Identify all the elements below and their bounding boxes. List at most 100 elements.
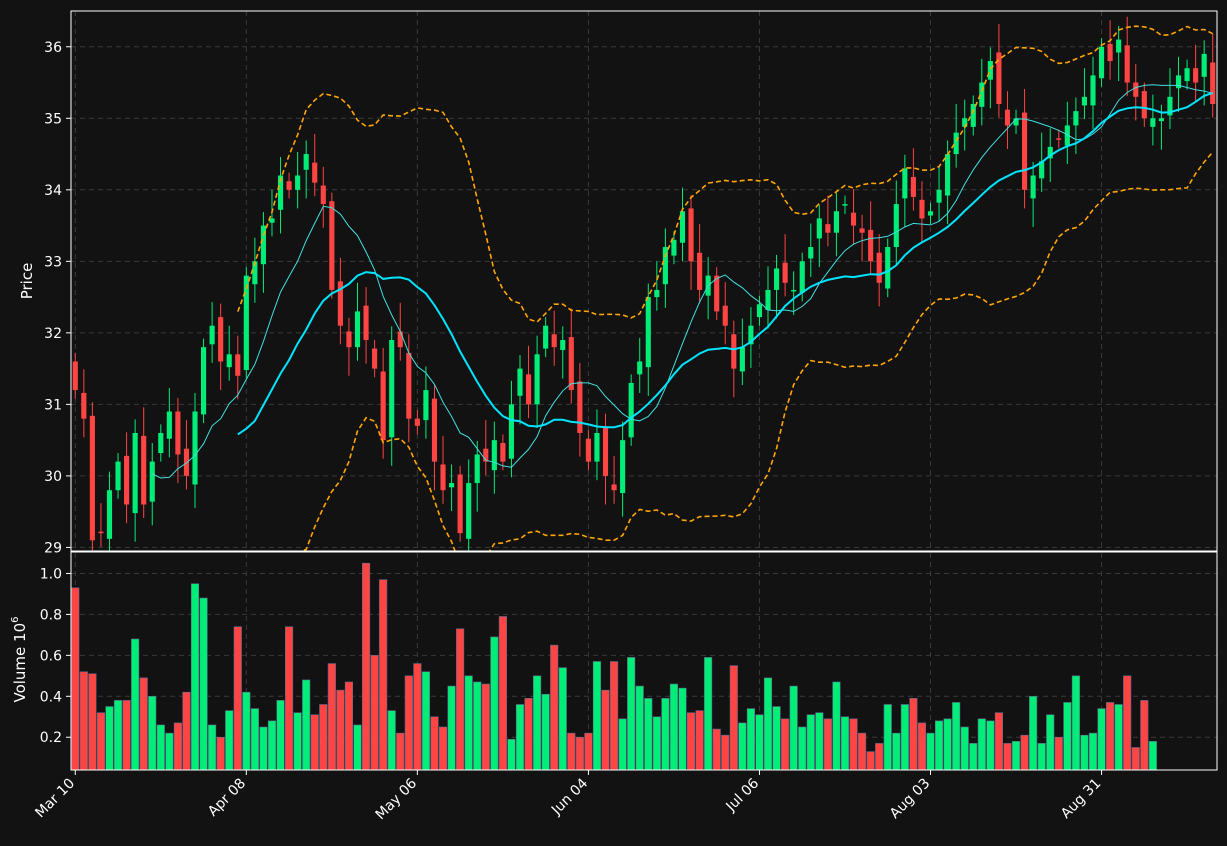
x-tick-label: Jun 04 xyxy=(548,775,591,818)
volume-bar xyxy=(71,587,80,770)
volume-bar xyxy=(866,751,875,770)
candle-body xyxy=(902,168,908,199)
price-tick-label: 29 xyxy=(44,540,62,556)
candle xyxy=(380,347,386,459)
candle xyxy=(722,282,728,345)
candle-body xyxy=(893,204,899,248)
candle xyxy=(141,407,147,519)
candle-body xyxy=(269,218,275,223)
candle xyxy=(474,440,480,512)
volume-bar xyxy=(575,736,584,770)
volume-bar xyxy=(858,732,867,770)
volume-bar xyxy=(738,722,747,770)
candle-body xyxy=(175,411,181,455)
price-tick-label: 33 xyxy=(44,254,62,270)
volume-bar xyxy=(199,597,208,770)
candle-body xyxy=(1184,68,1190,82)
candle-body xyxy=(406,352,412,419)
candle xyxy=(218,303,224,391)
volume-bar xyxy=(327,663,336,770)
volume-bar xyxy=(635,685,644,770)
candle-body xyxy=(568,337,574,391)
candle-body xyxy=(72,361,78,391)
candle xyxy=(252,237,258,303)
candle xyxy=(1022,88,1028,209)
candles xyxy=(72,16,1216,551)
candle xyxy=(628,374,634,446)
candle-body xyxy=(1167,96,1173,116)
candle xyxy=(919,181,925,243)
candle-body xyxy=(295,175,301,190)
candle xyxy=(1201,40,1207,106)
volume-bar xyxy=(182,691,191,770)
volume-bar xyxy=(438,726,448,770)
volume-bar xyxy=(507,738,516,770)
candle-body xyxy=(89,415,95,541)
volume-bar xyxy=(370,655,379,770)
candle xyxy=(158,424,164,462)
volume-bar xyxy=(259,726,268,770)
candle xyxy=(910,148,916,211)
volume-bar xyxy=(1020,734,1029,770)
candle-body xyxy=(183,448,190,476)
volume-bar xyxy=(190,583,200,770)
candle-body xyxy=(166,411,172,439)
candle-body xyxy=(440,464,446,491)
candle xyxy=(192,392,198,509)
volume-bar xyxy=(105,706,114,770)
volume-bar xyxy=(883,704,892,770)
candle xyxy=(893,180,899,266)
price-tick-label: 32 xyxy=(44,326,62,342)
candle xyxy=(902,154,908,227)
candle-body xyxy=(1056,138,1062,140)
price-axis-label: Price xyxy=(18,263,36,300)
volume-bar xyxy=(413,663,422,770)
candle xyxy=(320,166,326,228)
volume-bar xyxy=(131,638,140,770)
candle-body xyxy=(671,239,677,256)
candle xyxy=(449,464,455,511)
candle xyxy=(1064,101,1070,165)
candle-body xyxy=(688,208,694,262)
candle xyxy=(337,257,343,345)
candle xyxy=(688,194,694,290)
candle xyxy=(1133,63,1139,121)
candle xyxy=(662,228,668,308)
candle xyxy=(979,58,985,126)
candle-body xyxy=(927,211,934,216)
candle-body xyxy=(637,361,643,375)
volume-tick-label: 0.8 xyxy=(40,607,62,623)
sma-slow-line xyxy=(237,91,1214,436)
volume-bar xyxy=(139,677,148,770)
volume-bar xyxy=(1131,747,1140,770)
candle-body xyxy=(765,289,771,310)
volume-bar xyxy=(79,671,88,770)
candle xyxy=(517,355,523,425)
volume-bar xyxy=(473,681,482,770)
candle-body xyxy=(662,247,668,285)
volume-bar xyxy=(173,722,182,770)
candle-body xyxy=(1064,125,1070,146)
candle-body xyxy=(970,103,976,127)
candle xyxy=(466,459,472,551)
candle xyxy=(354,282,361,361)
candle xyxy=(551,310,557,366)
volume-bar xyxy=(712,728,721,770)
candle xyxy=(235,335,241,400)
candle xyxy=(953,103,959,168)
candle-body xyxy=(303,154,309,170)
candle-body xyxy=(1039,161,1045,179)
candle-body xyxy=(1073,111,1079,126)
candle-body xyxy=(1004,109,1011,126)
candle xyxy=(525,345,532,418)
volume-bar xyxy=(456,628,465,770)
candle-body xyxy=(560,340,566,351)
volume-bar xyxy=(1080,734,1089,770)
volume-bar xyxy=(592,661,602,770)
x-tick-label: Apr 08 xyxy=(205,776,249,820)
candle-body xyxy=(919,199,925,219)
candle xyxy=(970,95,976,136)
candle-body xyxy=(320,185,326,205)
